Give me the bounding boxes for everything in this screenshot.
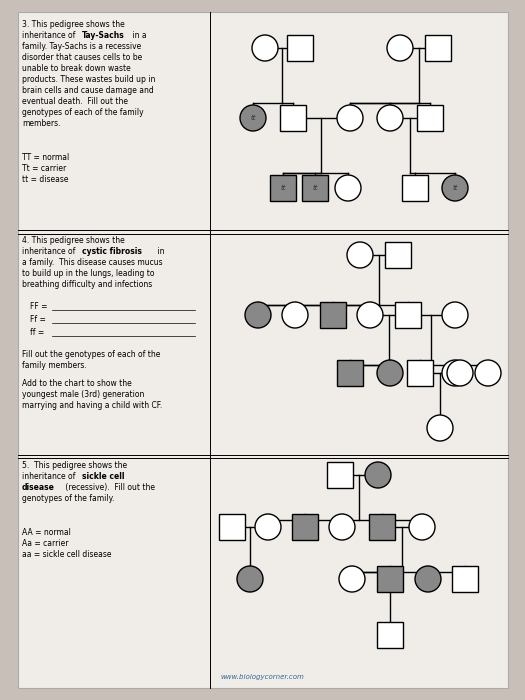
Text: Ff =: Ff = <box>30 315 48 324</box>
Text: www.biologycorner.com: www.biologycorner.com <box>220 674 304 680</box>
Bar <box>327 462 353 488</box>
Circle shape <box>335 175 361 201</box>
Text: Fill out the genotypes of each of the: Fill out the genotypes of each of the <box>22 350 160 359</box>
Text: a family.  This disease causes mucus: a family. This disease causes mucus <box>22 258 163 267</box>
Bar <box>385 242 411 268</box>
Circle shape <box>387 35 413 61</box>
Circle shape <box>447 360 473 386</box>
Bar <box>302 175 328 201</box>
Circle shape <box>339 566 365 592</box>
Bar <box>452 566 478 592</box>
Circle shape <box>427 415 453 441</box>
Text: marrying and having a child with CF.: marrying and having a child with CF. <box>22 401 162 410</box>
Text: aa = sickle cell disease: aa = sickle cell disease <box>22 550 111 559</box>
Bar <box>320 302 346 328</box>
Text: Tt = carrier: Tt = carrier <box>22 164 66 173</box>
Circle shape <box>237 566 263 592</box>
Text: Add to the chart to show the: Add to the chart to show the <box>22 379 132 388</box>
Bar <box>425 35 451 61</box>
Bar <box>377 622 403 648</box>
Text: family members.: family members. <box>22 361 87 370</box>
Text: tt: tt <box>312 185 318 191</box>
Text: FF =: FF = <box>30 302 50 311</box>
Text: Tay-Sachs: Tay-Sachs <box>82 31 125 40</box>
Circle shape <box>442 175 468 201</box>
Text: 4. This pedigree shows the: 4. This pedigree shows the <box>22 236 125 245</box>
Text: AA = normal: AA = normal <box>22 528 71 537</box>
Text: products. These wastes build up in: products. These wastes build up in <box>22 75 155 84</box>
Text: in a: in a <box>130 31 146 40</box>
Text: eventual death.  Fill out the: eventual death. Fill out the <box>22 97 128 106</box>
Text: in: in <box>155 247 164 256</box>
Circle shape <box>255 514 281 540</box>
Circle shape <box>365 462 391 488</box>
Text: tt: tt <box>250 115 256 121</box>
Circle shape <box>377 360 403 386</box>
Text: family. Tay-Sachs is a recessive: family. Tay-Sachs is a recessive <box>22 42 141 51</box>
Bar <box>287 35 313 61</box>
Bar <box>219 514 245 540</box>
Circle shape <box>337 105 363 131</box>
Circle shape <box>377 105 403 131</box>
Text: unable to break down waste: unable to break down waste <box>22 64 131 73</box>
Text: inheritance of: inheritance of <box>22 31 78 40</box>
Circle shape <box>409 514 435 540</box>
Text: 3. This pedigree shows the: 3. This pedigree shows the <box>22 20 125 29</box>
Bar <box>395 302 421 328</box>
Text: sickle cell: sickle cell <box>82 472 124 481</box>
Text: Aa = carrier: Aa = carrier <box>22 539 68 548</box>
Bar <box>270 175 296 201</box>
Circle shape <box>357 302 383 328</box>
Circle shape <box>282 302 308 328</box>
Text: genotypes of each of the family: genotypes of each of the family <box>22 108 144 117</box>
Circle shape <box>240 105 266 131</box>
Text: youngest male (3rd) generation: youngest male (3rd) generation <box>22 390 144 399</box>
Bar <box>337 360 363 386</box>
Bar <box>280 105 306 131</box>
Text: 5.  This pedigree shows the: 5. This pedigree shows the <box>22 461 127 470</box>
Bar <box>407 360 433 386</box>
Text: inheritance of: inheritance of <box>22 247 78 256</box>
Circle shape <box>245 302 271 328</box>
Bar <box>369 514 395 540</box>
Text: to build up in the lungs, leading to: to build up in the lungs, leading to <box>22 269 154 278</box>
Circle shape <box>329 514 355 540</box>
Text: disease: disease <box>22 483 55 492</box>
Bar <box>377 566 403 592</box>
Text: breathing difficulty and infections: breathing difficulty and infections <box>22 280 152 289</box>
Circle shape <box>442 302 468 328</box>
Bar <box>417 105 443 131</box>
Text: (recessive).  Fill out the: (recessive). Fill out the <box>63 483 155 492</box>
Text: tt: tt <box>280 185 286 191</box>
Text: inheritance of: inheritance of <box>22 472 78 481</box>
Bar <box>292 514 318 540</box>
Text: members.: members. <box>22 119 60 128</box>
Text: TT = normal: TT = normal <box>22 153 69 162</box>
Text: brain cells and cause damage and: brain cells and cause damage and <box>22 86 154 95</box>
Bar <box>402 175 428 201</box>
Circle shape <box>475 360 501 386</box>
Text: disorder that causes cells to be: disorder that causes cells to be <box>22 53 142 62</box>
Text: genotypes of the family.: genotypes of the family. <box>22 494 114 503</box>
Circle shape <box>252 35 278 61</box>
Text: ff =: ff = <box>30 328 47 337</box>
Text: cystic fibrosis: cystic fibrosis <box>82 247 142 256</box>
Text: tt = disease: tt = disease <box>22 175 68 184</box>
Circle shape <box>415 566 441 592</box>
Circle shape <box>442 360 468 386</box>
Text: tt: tt <box>452 185 458 191</box>
Circle shape <box>347 242 373 268</box>
